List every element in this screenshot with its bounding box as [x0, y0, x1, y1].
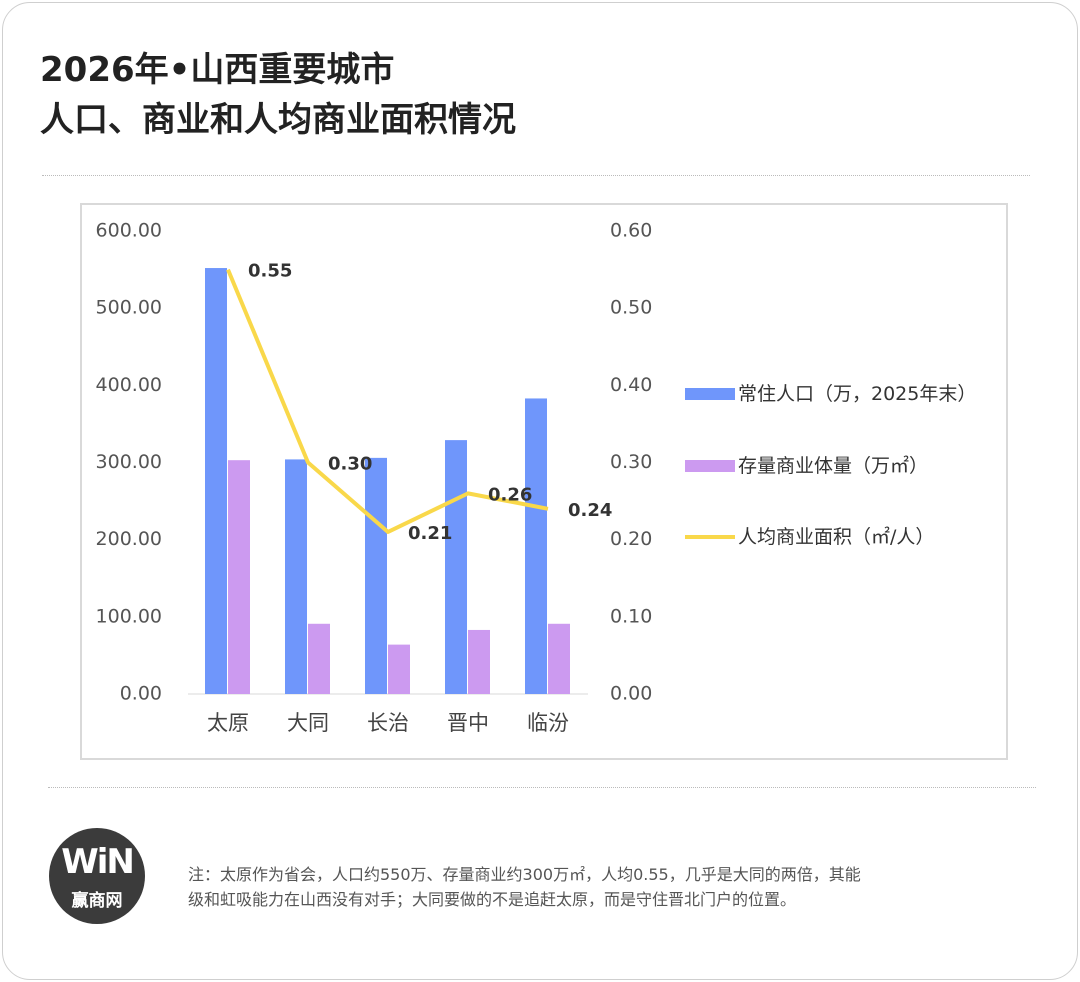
y-tick-label: 300.00 — [96, 451, 162, 473]
data-label: 0.55 — [248, 261, 292, 282]
chart-frame — [80, 203, 1008, 760]
line — [226, 268, 549, 534]
x-tick-label: 太原 — [207, 711, 249, 735]
note: 注：太原作为省会，人口约550万、存量商业约300万㎡，人均0.55，几乎是大同… — [188, 865, 861, 884]
y2-tick-label: 0.40 — [610, 374, 652, 396]
data-label: 0.26 — [488, 484, 532, 505]
y-tick-label: 500.00 — [96, 297, 162, 319]
y-tick-label: 200.00 — [96, 528, 162, 550]
bar — [228, 460, 250, 694]
y-tick-label: 100.00 — [96, 605, 162, 627]
legend-label: 存量商业体量（万㎡） — [738, 455, 929, 477]
divider — [42, 175, 1030, 176]
y2-tick-label: 0.20 — [610, 528, 652, 550]
y2-tick-label: 0.60 — [610, 220, 652, 242]
legend-swatch — [685, 535, 735, 539]
logo: WiN 赢商网 — [49, 828, 145, 924]
y-tick-label: 400.00 — [96, 374, 162, 396]
bar — [548, 623, 570, 694]
x-tick-label: 晋中 — [447, 711, 489, 735]
logo-name: 赢商网 — [71, 891, 123, 911]
bar — [205, 268, 227, 694]
logo-mark: WiN — [61, 842, 135, 882]
x-tick-label: 长治 — [367, 711, 409, 735]
x-tick-label: 大同 — [287, 711, 329, 735]
bar — [468, 629, 490, 694]
bar — [365, 457, 387, 694]
bar — [308, 623, 330, 694]
data-label: 0.21 — [408, 523, 452, 544]
y2-tick-label: 0.10 — [610, 605, 652, 627]
y-tick-label: 0.00 — [120, 683, 162, 705]
y2-tick-label: 0.50 — [610, 297, 652, 319]
y2-tick-label: 0.00 — [610, 683, 652, 705]
bar — [285, 459, 307, 694]
note: 级和虹吸能力在山西没有对手；大同要做的不是追赶太原，而是守住晋北门户的位置。 — [188, 890, 797, 909]
legend-label: 常住人口（万，2025年末） — [738, 383, 977, 405]
divider — [48, 787, 1036, 788]
legend-swatch — [685, 388, 735, 400]
data-label: 0.30 — [328, 454, 372, 475]
x-tick-label: 临汾 — [527, 711, 569, 735]
legend-swatch — [685, 460, 735, 472]
title: 2026年•山西重要城市 — [40, 50, 395, 90]
title: 人口、商业和人均商业面积情况 — [40, 100, 516, 140]
data-label: 0.24 — [568, 500, 612, 521]
bar — [445, 440, 467, 694]
legend-label: 人均商业面积（㎡/人） — [738, 526, 935, 548]
y-tick-label: 600.00 — [96, 220, 162, 242]
bar — [525, 398, 547, 694]
bar — [388, 644, 410, 694]
y2-tick-label: 0.30 — [610, 451, 652, 473]
